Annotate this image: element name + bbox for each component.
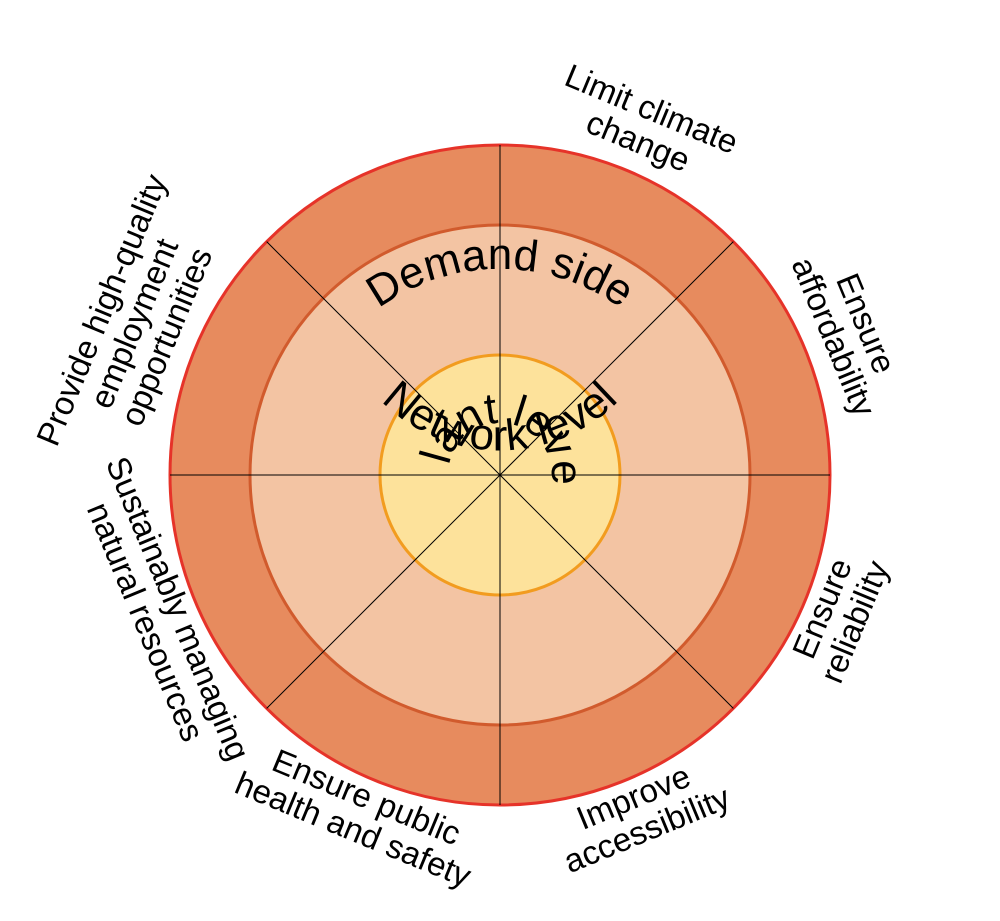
- concentric-diagram: Demand sideNetwork levelPlant levelLimit…: [0, 0, 1000, 921]
